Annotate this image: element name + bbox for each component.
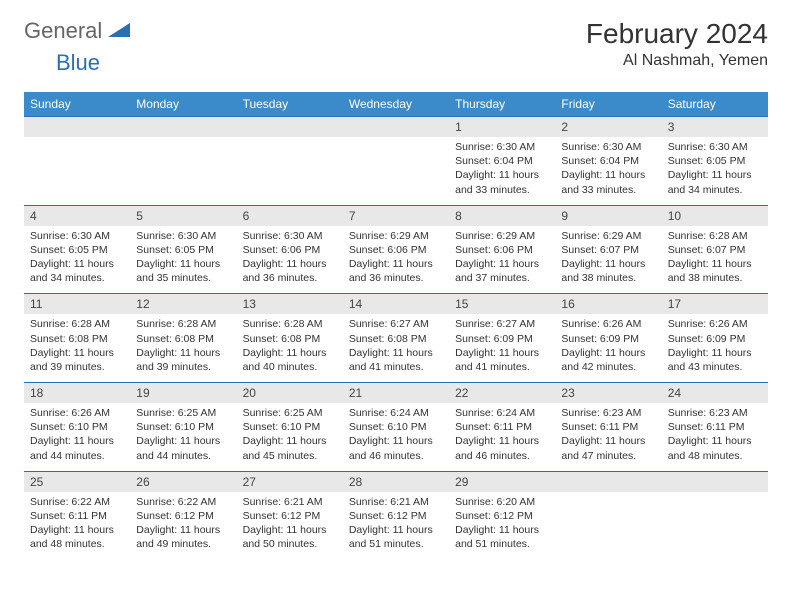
day-number: 1 [449,117,555,138]
day-number: 18 [24,383,130,404]
day-cell: Sunrise: 6:29 AMSunset: 6:06 PMDaylight:… [343,226,449,294]
day-content-row: Sunrise: 6:30 AMSunset: 6:05 PMDaylight:… [24,226,768,294]
day-cell: Sunrise: 6:30 AMSunset: 6:05 PMDaylight:… [662,137,768,205]
day-number: 5 [130,205,236,226]
day-number: 16 [555,294,661,315]
title-block: February 2024 Al Nashmah, Yemen [586,18,768,70]
weekday-header: Sunday [24,92,130,117]
day-cell: Sunrise: 6:25 AMSunset: 6:10 PMDaylight:… [237,403,343,471]
day-cell: Sunrise: 6:22 AMSunset: 6:11 PMDaylight:… [24,492,130,560]
day-number: 12 [130,294,236,315]
day-number [237,117,343,138]
day-number: 15 [449,294,555,315]
day-number: 23 [555,383,661,404]
day-cell: Sunrise: 6:22 AMSunset: 6:12 PMDaylight:… [130,492,236,560]
day-number: 25 [24,471,130,492]
day-number: 2 [555,117,661,138]
day-number: 13 [237,294,343,315]
day-cell: Sunrise: 6:26 AMSunset: 6:10 PMDaylight:… [24,403,130,471]
day-number-row: 11121314151617 [24,294,768,315]
day-cell: Sunrise: 6:29 AMSunset: 6:06 PMDaylight:… [449,226,555,294]
day-content-row: Sunrise: 6:30 AMSunset: 6:04 PMDaylight:… [24,137,768,205]
day-cell [343,137,449,205]
day-number-row: 18192021222324 [24,383,768,404]
day-number: 27 [237,471,343,492]
day-cell: Sunrise: 6:30 AMSunset: 6:06 PMDaylight:… [237,226,343,294]
day-number: 3 [662,117,768,138]
day-cell: Sunrise: 6:24 AMSunset: 6:10 PMDaylight:… [343,403,449,471]
day-number-row: 45678910 [24,205,768,226]
day-cell: Sunrise: 6:28 AMSunset: 6:07 PMDaylight:… [662,226,768,294]
day-number [24,117,130,138]
day-cell [237,137,343,205]
logo-text-blue: Blue [56,50,100,75]
weekday-header: Thursday [449,92,555,117]
day-number-row: 123 [24,117,768,138]
day-cell: Sunrise: 6:30 AMSunset: 6:04 PMDaylight:… [449,137,555,205]
day-number: 9 [555,205,661,226]
logo-text-general: General [24,18,102,44]
weekday-header: Wednesday [343,92,449,117]
day-number: 19 [130,383,236,404]
weekday-header-row: SundayMondayTuesdayWednesdayThursdayFrid… [24,92,768,117]
day-cell: Sunrise: 6:30 AMSunset: 6:04 PMDaylight:… [555,137,661,205]
day-content-row: Sunrise: 6:26 AMSunset: 6:10 PMDaylight:… [24,403,768,471]
day-number: 26 [130,471,236,492]
day-cell: Sunrise: 6:21 AMSunset: 6:12 PMDaylight:… [237,492,343,560]
day-cell: Sunrise: 6:24 AMSunset: 6:11 PMDaylight:… [449,403,555,471]
day-cell: Sunrise: 6:21 AMSunset: 6:12 PMDaylight:… [343,492,449,560]
day-number: 14 [343,294,449,315]
day-cell: Sunrise: 6:29 AMSunset: 6:07 PMDaylight:… [555,226,661,294]
day-cell: Sunrise: 6:28 AMSunset: 6:08 PMDaylight:… [24,314,130,382]
day-number: 20 [237,383,343,404]
day-number: 10 [662,205,768,226]
day-number [343,117,449,138]
day-cell: Sunrise: 6:28 AMSunset: 6:08 PMDaylight:… [237,314,343,382]
weekday-header: Monday [130,92,236,117]
location: Al Nashmah, Yemen [586,52,768,70]
weekday-header: Saturday [662,92,768,117]
logo: General [24,18,132,44]
day-cell: Sunrise: 6:28 AMSunset: 6:08 PMDaylight:… [130,314,236,382]
day-cell: Sunrise: 6:27 AMSunset: 6:09 PMDaylight:… [449,314,555,382]
day-cell [130,137,236,205]
day-cell: Sunrise: 6:26 AMSunset: 6:09 PMDaylight:… [555,314,661,382]
day-cell [662,492,768,560]
day-number: 6 [237,205,343,226]
calendar-table: SundayMondayTuesdayWednesdayThursdayFrid… [24,92,768,559]
day-number [555,471,661,492]
day-cell: Sunrise: 6:20 AMSunset: 6:12 PMDaylight:… [449,492,555,560]
day-number: 7 [343,205,449,226]
day-number: 4 [24,205,130,226]
day-cell: Sunrise: 6:26 AMSunset: 6:09 PMDaylight:… [662,314,768,382]
day-cell: Sunrise: 6:30 AMSunset: 6:05 PMDaylight:… [24,226,130,294]
day-number [662,471,768,492]
day-cell: Sunrise: 6:27 AMSunset: 6:08 PMDaylight:… [343,314,449,382]
day-number: 8 [449,205,555,226]
weekday-header: Tuesday [237,92,343,117]
logo-triangle-icon [108,21,130,42]
day-number: 22 [449,383,555,404]
day-number: 29 [449,471,555,492]
day-cell: Sunrise: 6:30 AMSunset: 6:05 PMDaylight:… [130,226,236,294]
day-number-row: 2526272829 [24,471,768,492]
day-cell: Sunrise: 6:25 AMSunset: 6:10 PMDaylight:… [130,403,236,471]
weekday-header: Friday [555,92,661,117]
day-number: 11 [24,294,130,315]
day-content-row: Sunrise: 6:28 AMSunset: 6:08 PMDaylight:… [24,314,768,382]
day-cell: Sunrise: 6:23 AMSunset: 6:11 PMDaylight:… [555,403,661,471]
day-content-row: Sunrise: 6:22 AMSunset: 6:11 PMDaylight:… [24,492,768,560]
day-cell [24,137,130,205]
day-number: 21 [343,383,449,404]
day-number: 24 [662,383,768,404]
day-number: 28 [343,471,449,492]
day-number [130,117,236,138]
day-cell [555,492,661,560]
day-number: 17 [662,294,768,315]
month-title: February 2024 [586,18,768,50]
day-cell: Sunrise: 6:23 AMSunset: 6:11 PMDaylight:… [662,403,768,471]
